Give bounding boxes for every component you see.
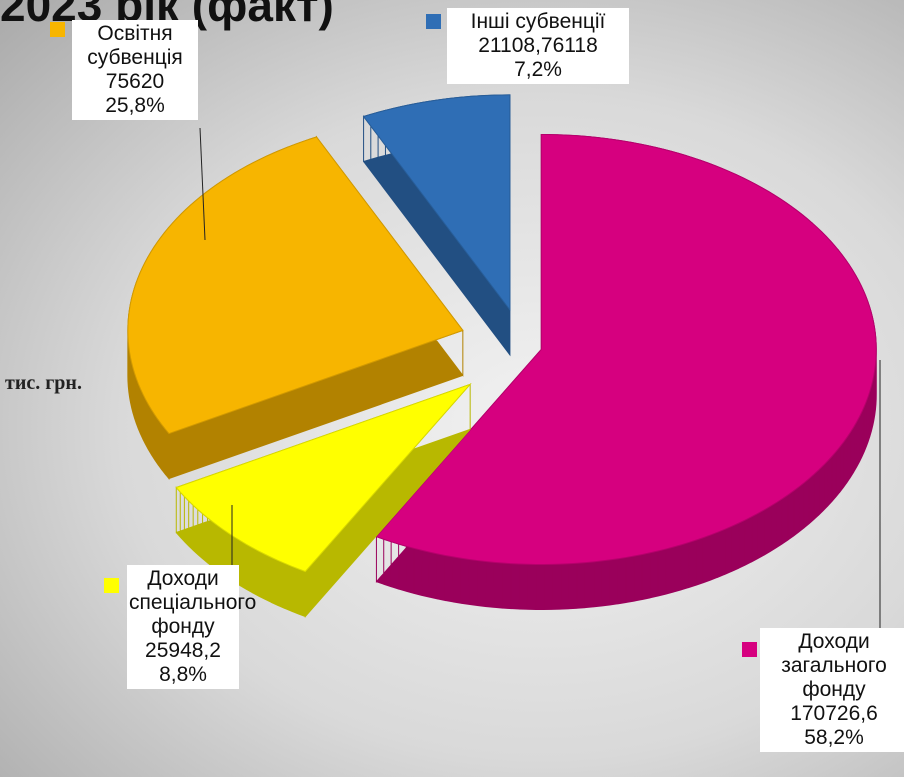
label-percent: 58,2% — [804, 726, 864, 749]
label-marker — [742, 642, 757, 657]
data-label: Освітня субвенція 75620 25,8% — [72, 20, 198, 120]
label-value: 170726,6 — [790, 702, 878, 725]
label-name: Доходи загального фонду — [781, 630, 887, 701]
label-percent: 8,8% — [159, 663, 207, 686]
label-value: 75620 — [105, 70, 165, 93]
label-percent: 25,8% — [105, 94, 165, 117]
unit-label: тис. грн. — [5, 372, 82, 394]
label-percent: 7,2% — [514, 58, 562, 81]
label-name: Інші субвенції — [470, 10, 606, 33]
label-marker — [104, 578, 119, 593]
label-value: 25948,2 — [145, 639, 221, 662]
leader-line — [199, 127, 206, 241]
label-name: Освітня субвенція — [87, 22, 183, 69]
label-value: 21108,76118 — [478, 34, 598, 57]
data-label: Інші субвенції 21108,76118 7,2% — [447, 8, 629, 84]
label-marker — [426, 14, 441, 29]
label-marker — [50, 22, 65, 37]
data-label: Доходи спеціального фонду 25948,2 8,8% — [127, 565, 257, 689]
data-label: Доходи загального фонду 170726,6 58,2% — [760, 628, 904, 752]
slice — [362, 94, 511, 312]
slice — [127, 136, 464, 435]
slice — [375, 133, 877, 565]
label-name: Доходи спеціального фонду — [129, 567, 257, 638]
